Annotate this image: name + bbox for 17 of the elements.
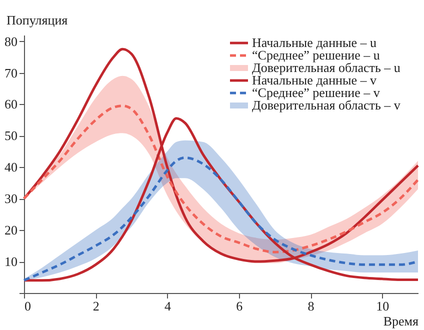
x-tick-label: 2 [92, 298, 100, 314]
x-tick-label: 6 [236, 298, 244, 314]
y-tick-label: 50 [4, 128, 18, 144]
y-tick-label: 60 [4, 96, 18, 112]
y-axis-title: Популяция [6, 12, 68, 28]
y-tick-label: 70 [4, 65, 18, 80]
x-tick-label: 8 [308, 298, 314, 314]
legend-label: Начальные данные – u [252, 35, 377, 50]
y-tick-label: 20 [4, 222, 18, 238]
x-axis-title: Время [383, 314, 419, 328]
y-tick-label: 10 [4, 254, 18, 270]
x-tick-label: 10 [376, 298, 390, 314]
y-tick-label: 80 [4, 34, 18, 49]
y-tick-label: 40 [4, 160, 18, 175]
y-tick-label: 30 [4, 191, 18, 206]
x-tick-label: 4 [164, 298, 172, 314]
x-tick-label: 0 [24, 298, 31, 314]
